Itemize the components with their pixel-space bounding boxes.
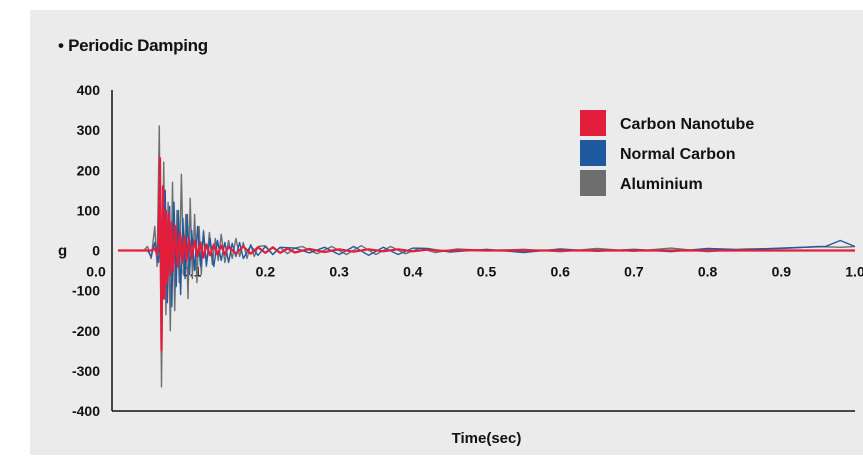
x-tick-label: 0.4 — [403, 264, 423, 280]
x-tick-label: 0.8 — [698, 264, 718, 280]
x-axis-title: Time(sec) — [452, 430, 522, 447]
y-tick-label: 400 — [77, 82, 101, 98]
x-tick-label: 0.3 — [329, 264, 349, 280]
legend-label: Normal Carbon — [620, 146, 736, 163]
legend-label: Aluminium — [620, 176, 703, 193]
y-tick-label: -400 — [72, 403, 100, 419]
y-axis-title: g — [58, 243, 67, 260]
legend-label: Carbon Nanotube — [620, 116, 754, 133]
x-tick-label: 0.2 — [256, 264, 276, 280]
y-tick-label: -100 — [72, 283, 100, 299]
legend-swatch — [580, 140, 606, 166]
x-tick-label: 0.9 — [772, 264, 792, 280]
y-tick-label: 100 — [77, 202, 101, 218]
y-tick-label: 200 — [77, 162, 101, 178]
x-tick-label: 1.0 — [845, 264, 863, 280]
y-tick-label: -300 — [72, 363, 100, 379]
series-line-carbon-nanotube — [118, 157, 855, 352]
x-tick-label: 0.0 — [86, 264, 106, 280]
y-tick-label: -200 — [72, 323, 100, 339]
x-tick-label: 0.6 — [550, 264, 570, 280]
y-tick-label: 0 — [92, 243, 100, 259]
y-tick-label: 300 — [77, 122, 101, 138]
x-tick-label: 0.7 — [624, 264, 644, 280]
legend-swatch — [580, 170, 606, 196]
legend-swatch — [580, 110, 606, 136]
chart-title: • Periodic Damping — [58, 36, 208, 55]
x-tick-label: 0.5 — [477, 264, 497, 280]
series-line-aluminium — [118, 125, 856, 388]
